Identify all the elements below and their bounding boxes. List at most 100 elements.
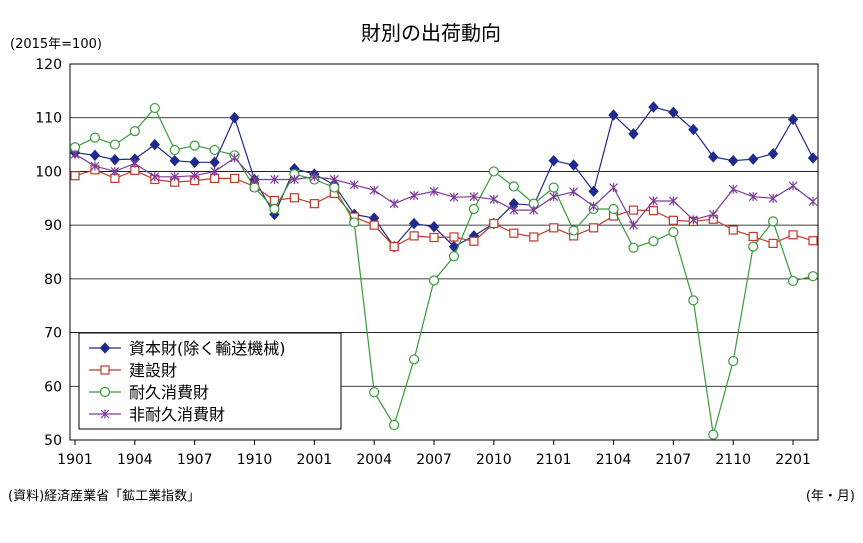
data-point [688,295,699,306]
data-point [309,172,319,182]
data-point [270,174,279,184]
data-point [648,101,659,113]
series-line [74,106,814,248]
data-point [668,106,679,119]
data-point [468,203,480,215]
data-point [688,215,698,225]
data-point [250,174,259,184]
data-point [389,199,399,209]
data-point [109,139,120,150]
data-point [230,153,239,163]
x-tick-label: 2104 [596,452,632,468]
data-point [509,228,519,238]
legend-label: 非耐久消費財 [129,405,225,424]
data-point [768,193,778,203]
data-point [529,205,539,215]
data-point [349,217,360,228]
data-point [249,182,260,193]
data-point [588,223,599,233]
data-point [668,196,678,206]
y-tick-label: 120 [35,57,62,73]
x-tick-label: 1901 [57,452,93,468]
x-tick-label: 1904 [117,452,153,468]
data-point [349,180,359,190]
data-point [489,194,499,204]
legend-box [78,332,342,430]
data-point [428,275,440,286]
data-point [169,154,180,167]
data-point [408,217,420,230]
data-point [210,166,220,176]
x-axis: 1901 1904 1907 1910 2001 2004 2007 2010 2101 2104… [57,440,811,468]
data-point [708,151,719,163]
x-tick-label: 1907 [177,452,213,468]
legend-label: 建設財 [129,361,177,380]
plot-area [69,63,819,441]
data-point [588,185,599,198]
data-point [109,153,121,166]
data-point [628,205,639,215]
data-point [728,225,738,235]
data-point [289,193,300,203]
data-point [289,174,299,184]
data-point [110,166,120,176]
data-point [448,251,460,262]
data-point [787,113,799,126]
data-point [648,206,659,216]
series-line [74,153,814,227]
data-point [688,123,699,136]
data-point [748,241,759,252]
legend-item: 建設財 [89,361,177,380]
data-point [130,158,140,168]
source-note: (資料)経済産業省「鉱工業指数」 [8,488,200,504]
x-tick-label: 2107 [656,452,692,468]
data-point [807,271,819,282]
data-point [569,187,579,197]
data-point [169,144,180,156]
y-tick-label: 100 [35,164,62,180]
y-tick-label: 80 [44,272,62,288]
x-tick-label: 2001 [297,452,333,468]
data-point [369,220,379,230]
data-point [628,242,639,253]
data-point [788,181,798,191]
data-point [150,172,160,182]
unit-label: (2015年=100) [10,37,102,52]
data-point [768,216,779,227]
data-point [189,156,200,169]
legend-item: 耐久消費財 [89,383,209,402]
data-point [129,126,140,137]
data-point [548,182,559,193]
legend-label: 資本財(除く輸送機械) [129,339,286,358]
data-point [489,218,499,229]
data-point [209,156,220,169]
data-point [269,203,280,215]
data-point [788,230,798,240]
data-point [608,203,619,215]
data-point [469,192,479,202]
data-point [469,236,479,246]
data-point [568,159,579,171]
data-point [409,191,419,201]
x-tick-label: 2004 [356,452,392,468]
legend-item: 資本財(除く輸送機械) [89,339,286,358]
series-4 [70,149,818,230]
legend-item: 非耐久消費財 [89,405,225,424]
data-point [668,227,679,238]
chart-title: 財別の出荷動向 [361,21,501,45]
data-point [429,186,439,196]
data-point [170,172,180,182]
data-point [100,365,110,375]
x-tick-label: 2007 [416,452,452,468]
data-point [608,109,619,121]
series-layer [69,101,819,440]
y-axis: 50 60 70 80 90 100 110 120 [35,57,62,449]
data-point [668,215,678,225]
data-point [190,171,200,181]
data-point [89,132,101,143]
data-point [229,173,240,184]
data-point [787,275,799,287]
data-point [89,149,101,162]
